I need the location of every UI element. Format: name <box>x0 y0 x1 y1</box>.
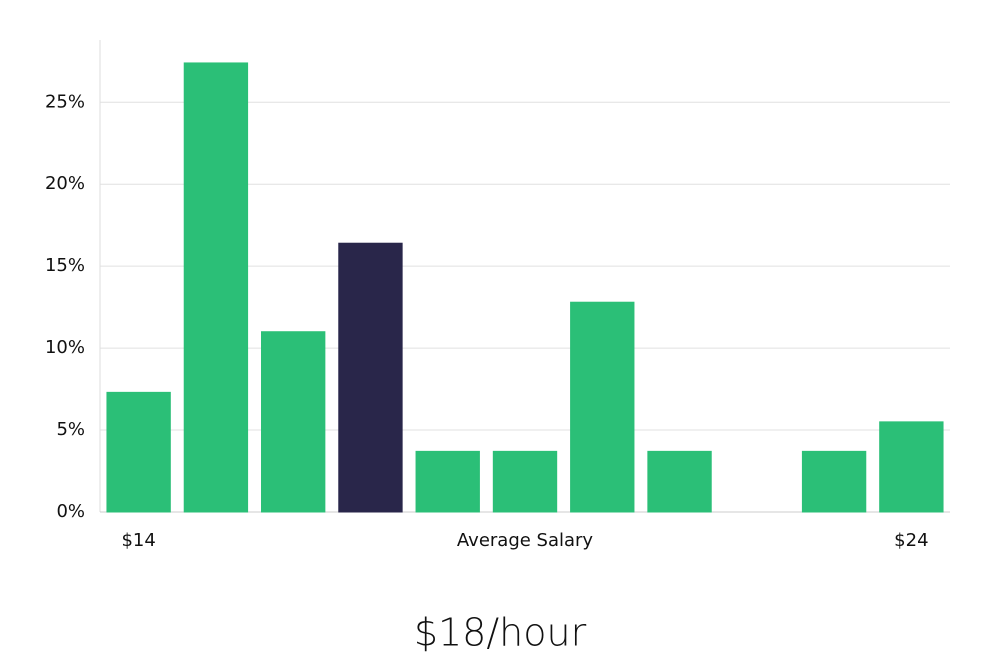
y-tick-label: 20% <box>45 173 85 194</box>
bar <box>801 450 867 513</box>
y-tick-label: 5% <box>56 419 85 440</box>
y-tick-label: 10% <box>45 337 85 358</box>
x-tick-label: $24 <box>894 530 928 551</box>
chart-title: $18/hour <box>414 611 587 655</box>
x-axis-label: Average Salary <box>457 530 594 551</box>
bar <box>570 301 635 513</box>
bar <box>415 450 480 513</box>
y-tick-label: 0% <box>56 501 85 522</box>
bar <box>106 391 171 513</box>
bar <box>879 421 944 513</box>
bar <box>183 62 249 513</box>
bar <box>338 242 403 513</box>
bar <box>261 331 326 513</box>
bar <box>492 450 558 513</box>
y-tick-label: 15% <box>45 255 85 276</box>
y-tick-label: 25% <box>45 91 85 112</box>
bar <box>647 450 712 513</box>
x-tick-label: $14 <box>121 530 155 551</box>
